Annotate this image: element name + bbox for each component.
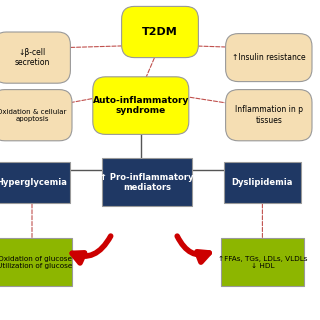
Text: ↑Insulin resistance: ↑Insulin resistance bbox=[232, 53, 306, 62]
Text: ↑Oxidation of glucose
↓Utilization of glucose: ↑Oxidation of glucose ↓Utilization of gl… bbox=[0, 256, 73, 269]
FancyBboxPatch shape bbox=[122, 6, 198, 58]
FancyBboxPatch shape bbox=[0, 32, 70, 83]
FancyBboxPatch shape bbox=[93, 77, 189, 134]
FancyBboxPatch shape bbox=[0, 90, 72, 141]
FancyBboxPatch shape bbox=[0, 162, 70, 203]
FancyBboxPatch shape bbox=[226, 90, 312, 141]
FancyBboxPatch shape bbox=[221, 238, 304, 286]
Text: T2DM: T2DM bbox=[142, 27, 178, 37]
Text: Oxidation & cellular
apoptosis: Oxidation & cellular apoptosis bbox=[0, 109, 67, 122]
FancyBboxPatch shape bbox=[102, 158, 192, 206]
FancyBboxPatch shape bbox=[0, 238, 72, 286]
FancyBboxPatch shape bbox=[224, 162, 301, 203]
FancyBboxPatch shape bbox=[226, 34, 312, 82]
Text: ↓β-cell
secretion: ↓β-cell secretion bbox=[14, 48, 50, 67]
Text: Hyperglycemia: Hyperglycemia bbox=[0, 178, 68, 187]
Text: ↑FFAs, TGs, LDLs, VLDLs
↓ HDL: ↑FFAs, TGs, LDLs, VLDLs ↓ HDL bbox=[218, 256, 307, 269]
Text: Inflammation in p
tissues: Inflammation in p tissues bbox=[235, 106, 303, 125]
Text: ↑ Pro-inflammatory
mediators: ↑ Pro-inflammatory mediators bbox=[100, 173, 194, 192]
FancyArrowPatch shape bbox=[72, 236, 111, 263]
Text: Auto-inflammatory
syndrome: Auto-inflammatory syndrome bbox=[92, 96, 189, 115]
Text: Dyslipidemia: Dyslipidemia bbox=[232, 178, 293, 187]
FancyArrowPatch shape bbox=[177, 236, 209, 262]
